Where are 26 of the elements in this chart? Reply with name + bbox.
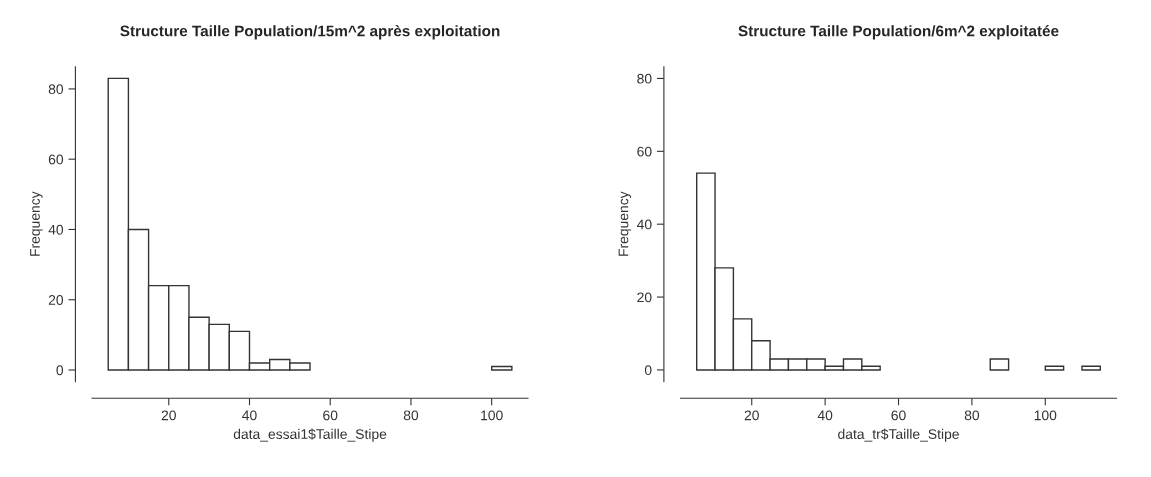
x-tick-label: 40: [817, 410, 833, 421]
x-tick-label: 20: [744, 410, 759, 421]
x-axis-title: data_tr$Taille_Stipe: [838, 428, 959, 442]
y-tick-label: 0: [644, 365, 652, 376]
x-tick-label: 60: [891, 410, 906, 421]
chart-title: Structure Taille Population/15m^2 après exploitation: [120, 25, 500, 40]
y-tick-label: 20: [637, 292, 652, 303]
x-axis-title: data_essai1$Taille_Stipe: [233, 428, 387, 442]
x-tick-label: 100: [481, 410, 503, 421]
y-tick-label: 80: [637, 73, 652, 84]
x-tick-label: 100: [1034, 410, 1057, 421]
x-tick-label: 80: [964, 410, 980, 421]
y-tick-label: 80: [48, 84, 64, 95]
y-tick-label: 20: [48, 295, 64, 305]
y-tick-label: 60: [48, 154, 64, 165]
x-tick-label: 80: [403, 410, 419, 421]
y-tick-label: 40: [48, 224, 64, 235]
chart-title: Structure Taille Population/6m^2 exploitatée: [738, 25, 1059, 40]
x-tick-label: 40: [242, 410, 257, 421]
y-tick-label: 0: [56, 365, 64, 376]
y-axis-title: Frequency: [30, 191, 43, 256]
y-tick-label: 60: [637, 146, 652, 157]
y-axis-title: Frequency: [618, 191, 632, 256]
y-tick-label: 40: [636, 219, 652, 230]
x-tick-label: 60: [323, 410, 338, 421]
x-tick-label: 20: [161, 410, 176, 421]
